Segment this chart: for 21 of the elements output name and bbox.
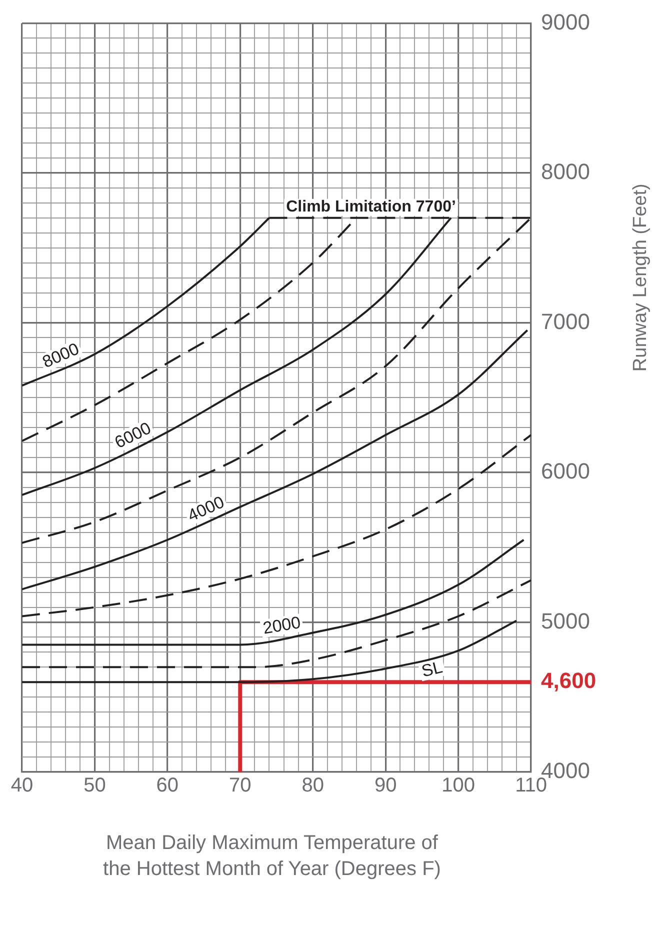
y-axis-title: Runway Length (Feet) — [630, 184, 652, 372]
y-tick-label: 8000 — [541, 159, 590, 184]
x-tick-label: 40 — [10, 774, 34, 797]
text: SL — [420, 658, 444, 681]
text: 2000 — [262, 612, 302, 638]
annotation: 4,600 — [541, 668, 596, 694]
y-tick-label: 9000 — [541, 9, 590, 34]
y-tick-label: 6000 — [541, 458, 590, 484]
x-tick-label: 50 — [84, 774, 106, 797]
y-tick-label: 5000 — [541, 608, 590, 634]
x-axis-title: Mean Daily Maximum Temperature of the Hottest Month of Year (Degrees F) — [102, 831, 442, 882]
text: 6000 — [112, 418, 154, 452]
x-tick-label: 70 — [229, 774, 252, 797]
y-tick-label: 7000 — [541, 308, 590, 334]
x-tick-label: 80 — [302, 774, 324, 797]
x-tick-label: 60 — [156, 774, 179, 797]
text: 8000 — [40, 339, 82, 372]
x-tick-label: 100 — [442, 774, 475, 797]
x-tick-label: 90 — [374, 774, 397, 797]
text: 4000 — [184, 492, 228, 526]
annotation: Climb Limitation 7700’ — [286, 198, 456, 216]
